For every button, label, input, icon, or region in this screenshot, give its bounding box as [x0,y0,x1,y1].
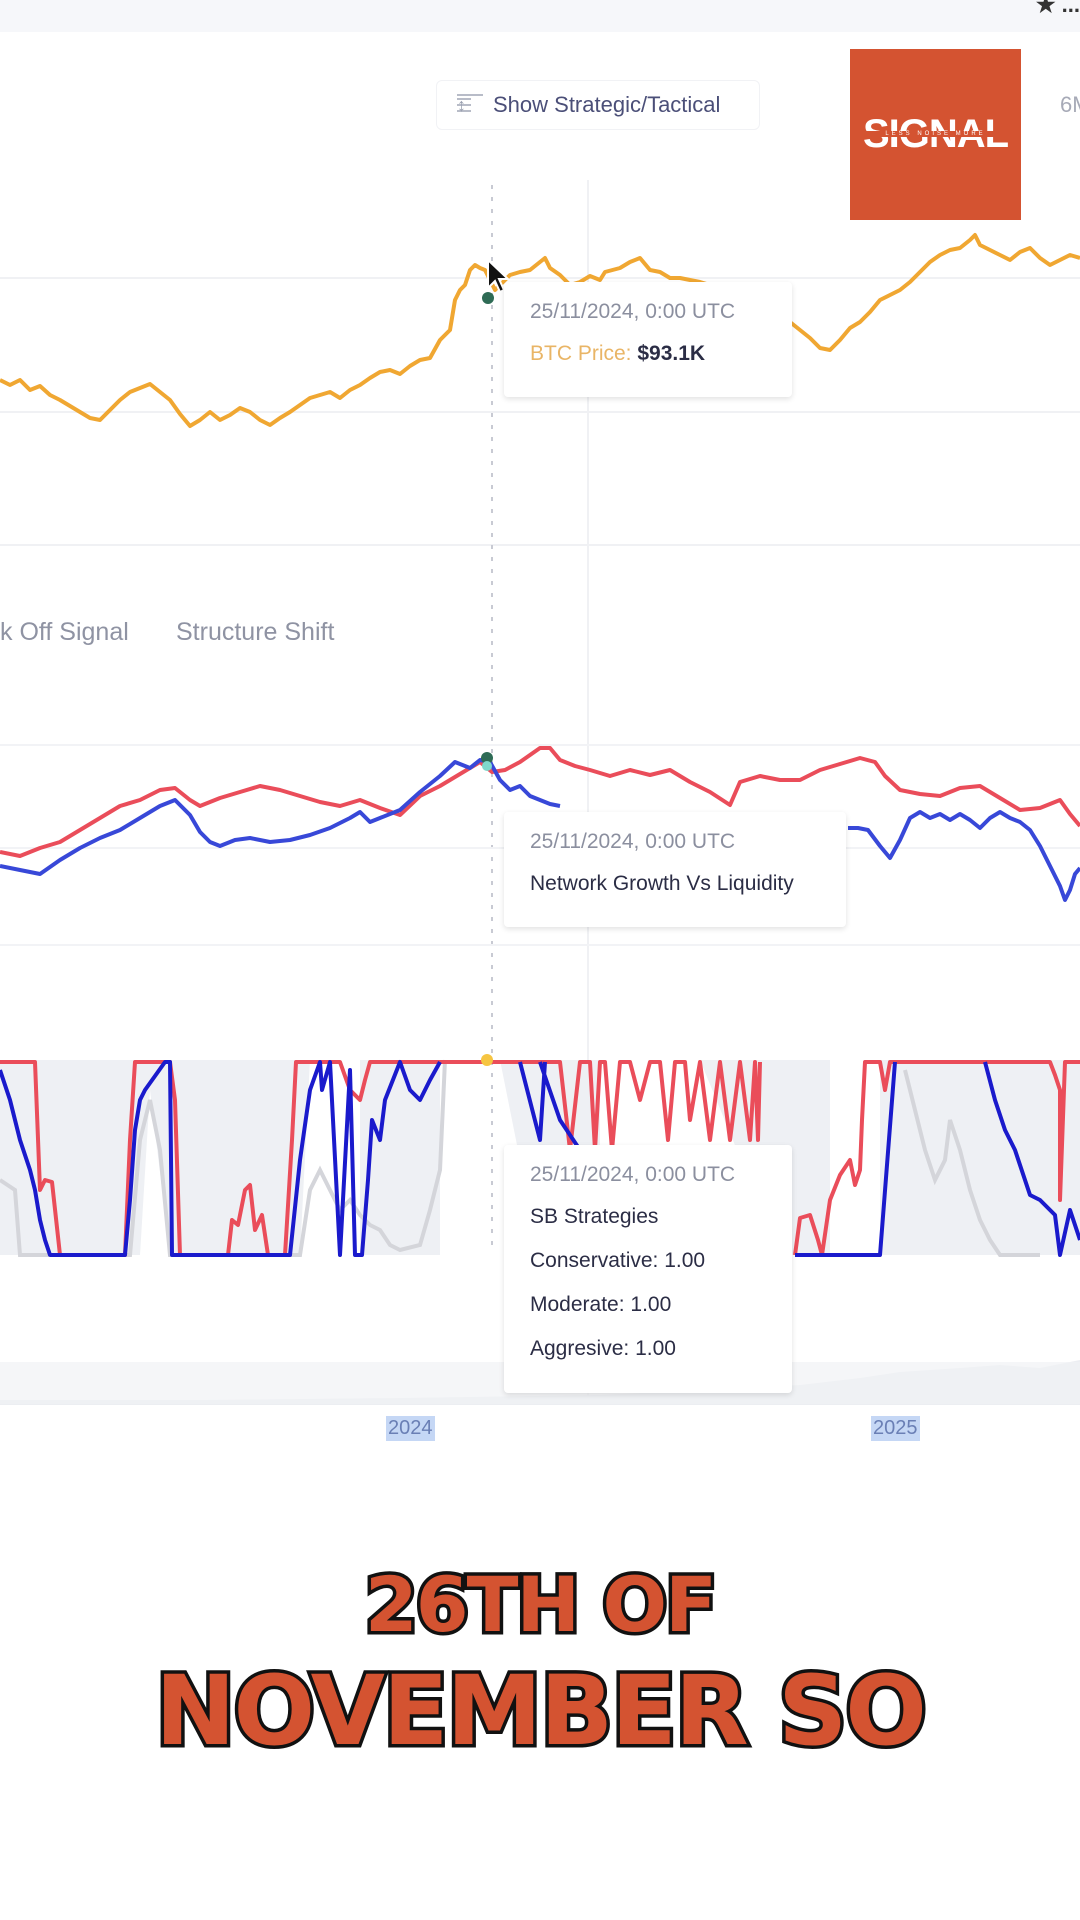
legend-risk-off-signal[interactable]: k Off Signal [0,618,129,646]
sort-lines-icon: ↕ [457,94,483,116]
btc-hover-point [482,292,494,304]
logo-tagline: LESS NOISE MORE [850,131,1021,137]
network-hover-point [481,752,493,764]
bookmark-icon[interactable]: ★ ... [1035,0,1080,17]
legend-structure-shift[interactable]: Structure Shift [176,618,335,646]
show-strategic-tactical-button[interactable]: ↕ Show Strategic/Tactical [436,80,760,130]
aggressive-shadow-line [0,1059,1040,1257]
tooltip-aggressive-row: Aggresive: 1.00 [530,1337,676,1360]
liquidity-line [0,758,561,876]
btc-price-value: $93.1K [637,342,706,365]
tooltip-timestamp: 25/11/2024, 0:00 UTC [530,1163,736,1186]
network-growth-tooltip: 25/11/2024, 0:00 UTC Network Growth Vs L… [504,812,846,927]
tooltip-timestamp: 25/11/2024, 0:00 UTC [530,300,736,323]
tooltip-title: SB Strategies [530,1205,659,1228]
strategic-button-label: Show Strategic/Tactical [493,92,721,117]
x-axis-label-2025: 2025 [871,1416,920,1441]
btc-price-line [0,233,1080,428]
sb-strategies-tooltip: 25/11/2024, 0:00 UTC SB Strategies Conse… [504,1145,792,1393]
top-bar: ★ ... [0,0,1080,32]
range-selector-6m[interactable]: 6M [1060,92,1080,117]
tooltip-moderate-row: Moderate: 1.00 [530,1293,672,1316]
strategies-hover-point [481,1054,493,1066]
signal-logo: SIGNAL LESS NOISE MORE [850,49,1021,220]
tooltip-conservative-row: Conservative: 1.00 [530,1249,706,1272]
caption-line-2: NOVEMBER SO [152,1652,931,1771]
btc-price-label: BTC Price: [530,342,632,365]
liquidity-hover-point [482,761,492,771]
liquidity-line-right [848,810,1080,902]
network-growth-line [0,746,1080,858]
tooltip-btc-row: BTC Price: $93.1K [530,342,766,366]
tooltip-timestamp: 25/11/2024, 0:00 UTC [530,830,736,853]
x-axis-label-2024: 2024 [386,1416,435,1441]
mouse-cursor-icon [487,258,511,294]
tooltip-title: Network Growth Vs Liquidity [530,872,794,895]
caption-line-1: 26TH OF [361,1557,720,1653]
btc-price-tooltip: 25/11/2024, 0:00 UTC BTC Price: $93.1K [504,282,792,397]
